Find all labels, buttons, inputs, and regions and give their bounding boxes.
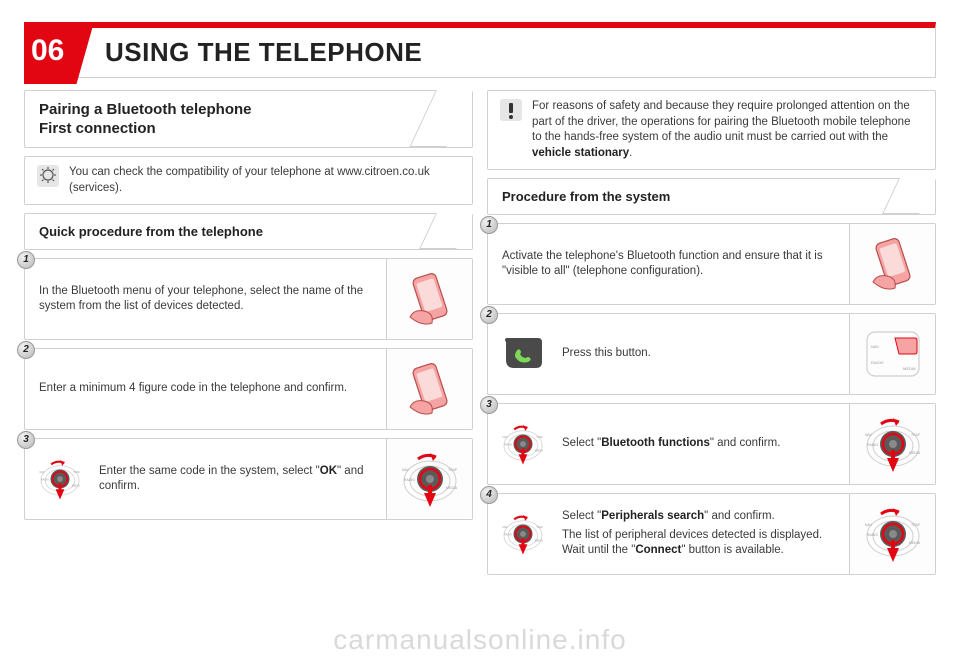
step-text: Activate the telephone's Bluetooth funct… xyxy=(498,249,839,280)
right-step-3: 3 Select "Bluetooth functions" and confi… xyxy=(487,403,936,485)
step-number: 2 xyxy=(480,306,498,324)
dial-icon xyxy=(849,404,935,484)
system-procedure-header: Procedure from the system xyxy=(487,178,936,215)
phone-icon xyxy=(386,349,472,429)
left-step-2: 2 Enter a minimum 4 figure code in the t… xyxy=(24,348,473,430)
step-text: Press this button. xyxy=(558,346,839,362)
step-number: 4 xyxy=(480,486,498,504)
bulb-icon xyxy=(37,165,59,187)
pairing-title: Pairing a Bluetooth telephone xyxy=(39,101,458,118)
step-text: In the Bluetooth menu of your telephone,… xyxy=(35,284,376,315)
section-title: USING THE TELEPHONE xyxy=(105,37,422,68)
step-text: Select "Peripherals search" and confirm.… xyxy=(558,509,839,559)
step-text: Enter a minimum 4 figure code in the tel… xyxy=(35,381,376,397)
dial-icon xyxy=(498,422,548,466)
left-column: Pairing a Bluetooth telephone First conn… xyxy=(24,90,473,575)
warning-icon xyxy=(500,99,522,121)
left-step-1: 1 In the Bluetooth menu of your telephon… xyxy=(24,258,473,340)
dial-icon xyxy=(35,457,85,501)
right-column: For reasons of safety and because they r… xyxy=(487,90,936,575)
compatibility-text: You can check the compatibility of your … xyxy=(69,165,460,196)
phone-button-icon xyxy=(498,336,548,372)
safety-note: For reasons of safety and because they r… xyxy=(487,90,936,170)
step-number: 2 xyxy=(17,341,35,359)
step-number: 3 xyxy=(480,396,498,414)
pairing-header-box: Pairing a Bluetooth telephone First conn… xyxy=(24,90,473,148)
compatibility-note: You can check the compatibility of your … xyxy=(24,156,473,205)
step-number: 1 xyxy=(17,251,35,269)
step-number: 1 xyxy=(480,216,498,234)
step-text: Enter the same code in the system, selec… xyxy=(95,464,376,495)
dial-icon xyxy=(849,494,935,574)
system-procedure-label: Procedure from the system xyxy=(488,179,935,214)
quick-procedure-header: Quick procedure from the telephone xyxy=(24,213,473,250)
right-step-4: 4 Select "Peripherals search" and confir… xyxy=(487,493,936,575)
step-text: Select "Bluetooth functions" and confirm… xyxy=(558,436,839,452)
phone-icon xyxy=(849,224,935,304)
quick-procedure-label: Quick procedure from the telephone xyxy=(25,214,472,249)
left-step-3: 3 Enter the same code in the system, sel… xyxy=(24,438,473,520)
watermark: carmanualsonline.info xyxy=(0,624,960,656)
pairing-subtitle: First connection xyxy=(39,120,458,137)
section-number: 06 xyxy=(31,34,64,68)
right-step-1: 1 Activate the telephone's Bluetooth fun… xyxy=(487,223,936,305)
right-step-2: 2 Press this button. xyxy=(487,313,936,395)
panel-icon xyxy=(849,314,935,394)
phone-icon xyxy=(386,259,472,339)
safety-text: For reasons of safety and because they r… xyxy=(532,99,923,161)
step-number: 3 xyxy=(17,431,35,449)
dial-icon xyxy=(386,439,472,519)
dial-icon xyxy=(498,512,548,556)
title-bar: 06 USING THE TELEPHONE xyxy=(24,22,936,78)
